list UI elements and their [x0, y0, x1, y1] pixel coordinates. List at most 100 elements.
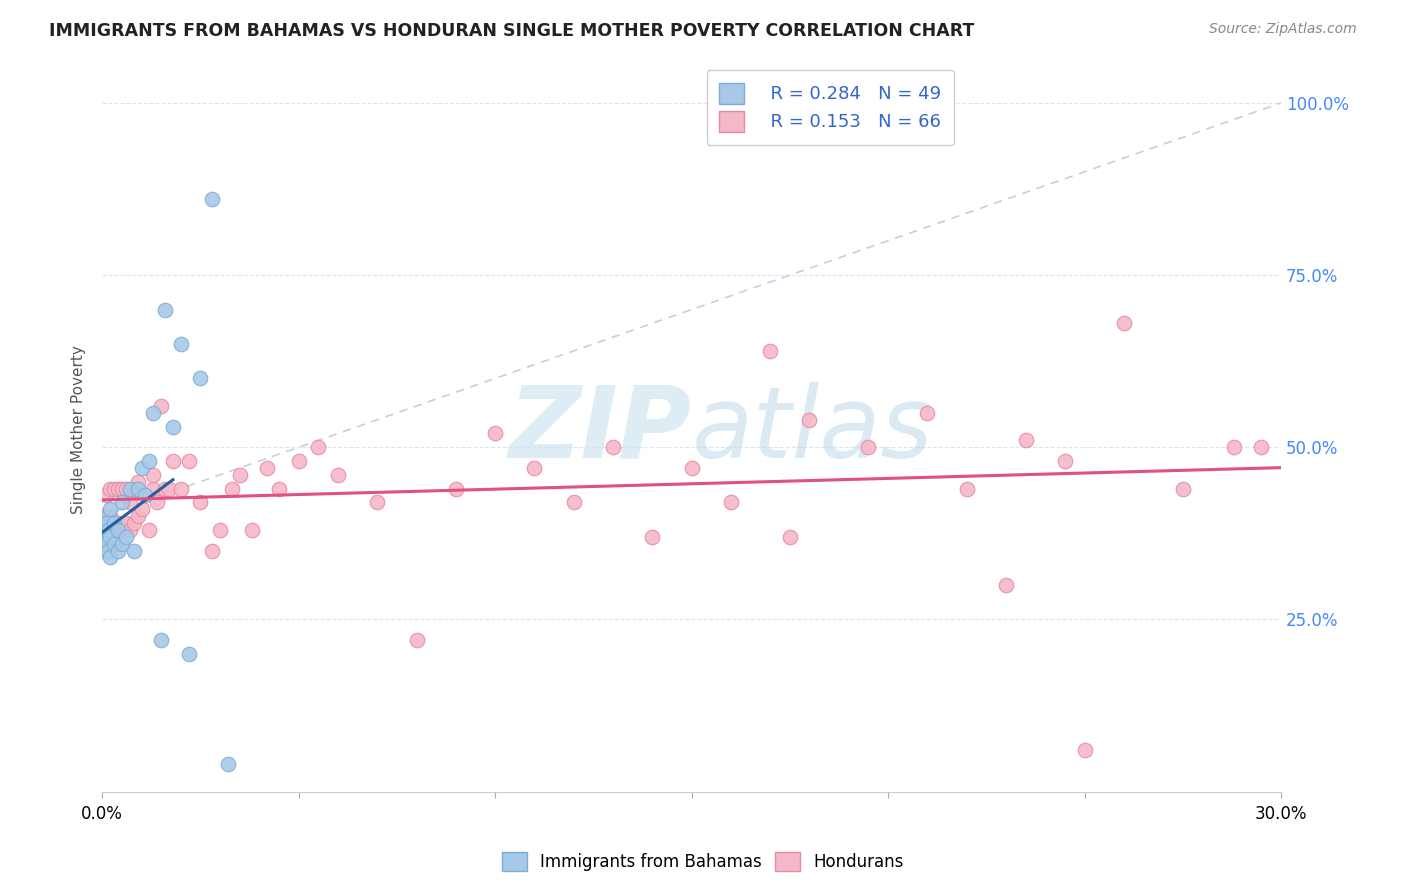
Point	[103, 516, 125, 530]
Point	[107, 482, 129, 496]
Point	[122, 543, 145, 558]
Point	[190, 495, 212, 509]
Point	[641, 530, 664, 544]
Point	[96, 523, 118, 537]
Point	[217, 757, 239, 772]
Point	[103, 482, 125, 496]
Point	[127, 475, 149, 489]
Point	[93, 509, 115, 524]
Point	[287, 454, 309, 468]
Point	[153, 482, 176, 496]
Point	[107, 543, 129, 558]
Point	[127, 482, 149, 496]
Point	[107, 516, 129, 530]
Point	[94, 537, 117, 551]
Point	[93, 509, 115, 524]
Point	[170, 337, 193, 351]
Point	[956, 482, 979, 496]
Point	[917, 406, 939, 420]
Point	[122, 482, 145, 496]
Legend: Immigrants from Bahamas, Hondurans: Immigrants from Bahamas, Hondurans	[494, 843, 912, 880]
Text: ZIP: ZIP	[509, 382, 692, 478]
Point	[93, 530, 115, 544]
Point	[98, 509, 121, 524]
Point	[221, 482, 243, 496]
Point	[256, 461, 278, 475]
Point	[94, 509, 117, 524]
Point	[127, 509, 149, 524]
Point	[720, 495, 742, 509]
Point	[122, 516, 145, 530]
Point	[93, 509, 115, 524]
Point	[94, 537, 117, 551]
Point	[858, 440, 880, 454]
Point	[94, 530, 117, 544]
Point	[131, 502, 153, 516]
Point	[111, 495, 134, 509]
Point	[177, 647, 200, 661]
Point	[153, 302, 176, 317]
Point	[103, 537, 125, 551]
Point	[118, 482, 141, 496]
Point	[103, 523, 125, 537]
Point	[150, 633, 173, 648]
Point	[1014, 434, 1036, 448]
Point	[98, 502, 121, 516]
Point	[602, 440, 624, 454]
Point	[1053, 454, 1076, 468]
Point	[326, 467, 349, 482]
Point	[118, 495, 141, 509]
Point	[98, 530, 121, 544]
Point	[779, 530, 801, 544]
Point	[111, 523, 134, 537]
Point	[93, 530, 115, 544]
Point	[118, 523, 141, 537]
Point	[209, 523, 232, 537]
Point	[162, 454, 184, 468]
Point	[131, 461, 153, 475]
Point	[111, 537, 134, 551]
Point	[96, 537, 118, 551]
Point	[142, 406, 165, 420]
Point	[98, 550, 121, 565]
Y-axis label: Single Mother Poverty: Single Mother Poverty	[72, 345, 86, 515]
Point	[111, 482, 134, 496]
Point	[97, 543, 120, 558]
Text: IMMIGRANTS FROM BAHAMAS VS HONDURAN SINGLE MOTHER POVERTY CORRELATION CHART: IMMIGRANTS FROM BAHAMAS VS HONDURAN SING…	[49, 22, 974, 40]
Point	[93, 516, 115, 530]
Point	[97, 523, 120, 537]
Point	[201, 543, 224, 558]
Point	[1223, 440, 1246, 454]
Point	[240, 523, 263, 537]
Point	[94, 488, 117, 502]
Text: Source: ZipAtlas.com: Source: ZipAtlas.com	[1209, 22, 1357, 37]
Point	[94, 523, 117, 537]
Point	[162, 419, 184, 434]
Point	[150, 399, 173, 413]
Point	[114, 530, 136, 544]
Point	[94, 509, 117, 524]
Point	[96, 516, 118, 530]
Point	[138, 454, 160, 468]
Point	[114, 516, 136, 530]
Point	[444, 482, 467, 496]
Point	[93, 537, 115, 551]
Point	[405, 633, 427, 648]
Point	[1112, 316, 1135, 330]
Point	[146, 495, 169, 509]
Point	[267, 482, 290, 496]
Point	[170, 482, 193, 496]
Point	[1250, 440, 1272, 454]
Point	[94, 543, 117, 558]
Point	[799, 413, 821, 427]
Point	[107, 523, 129, 537]
Point	[1073, 743, 1095, 757]
Text: atlas: atlas	[692, 382, 934, 478]
Point	[94, 516, 117, 530]
Point	[94, 523, 117, 537]
Legend:   R = 0.284   N = 49,   R = 0.153   N = 66: R = 0.284 N = 49, R = 0.153 N = 66	[707, 70, 953, 145]
Point	[94, 530, 117, 544]
Point	[201, 192, 224, 206]
Point	[366, 495, 388, 509]
Point	[93, 537, 115, 551]
